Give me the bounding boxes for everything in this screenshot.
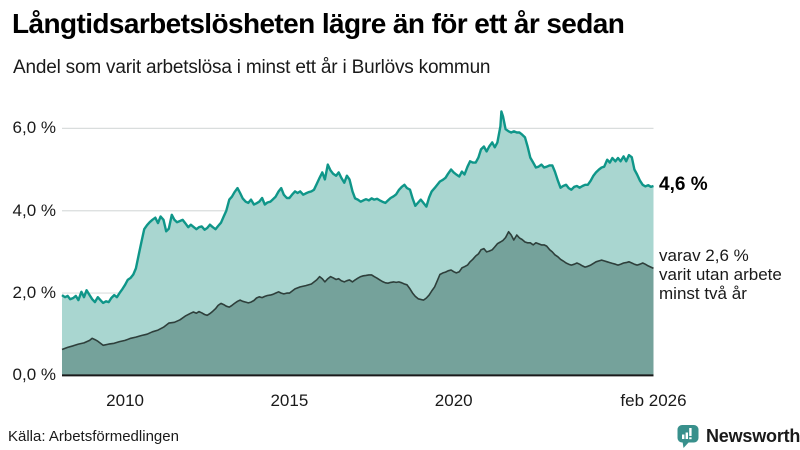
two-year-series-area bbox=[62, 231, 654, 376]
latest-value-annotation: 4,6 % bbox=[659, 174, 708, 195]
newsworthy-logo-text: Newsworthy bbox=[706, 426, 800, 446]
two-year-annotation-line3: minst två år bbox=[659, 284, 747, 303]
page-title: Långtidsarbetslösheten lägre än för ett … bbox=[12, 8, 625, 39]
two-year-annotation-line1: varav 2,6 % bbox=[659, 246, 749, 265]
newsworthy-logo-icon bbox=[677, 425, 699, 448]
two-year-series-line bbox=[61, 230, 654, 351]
page-subtitle: Andel som varit arbetslösa i minst ett å… bbox=[13, 57, 491, 78]
two-year-annotation-line2: varit utan arbete bbox=[659, 265, 782, 284]
total-series-line bbox=[61, 110, 654, 305]
source-note: Källa: Arbetsförmedlingen bbox=[8, 428, 179, 445]
newsworthy-branding: Newsworthy bbox=[676, 424, 800, 449]
two-year-annotation: varav 2,6 % varit utan arbete minst två … bbox=[659, 246, 782, 303]
